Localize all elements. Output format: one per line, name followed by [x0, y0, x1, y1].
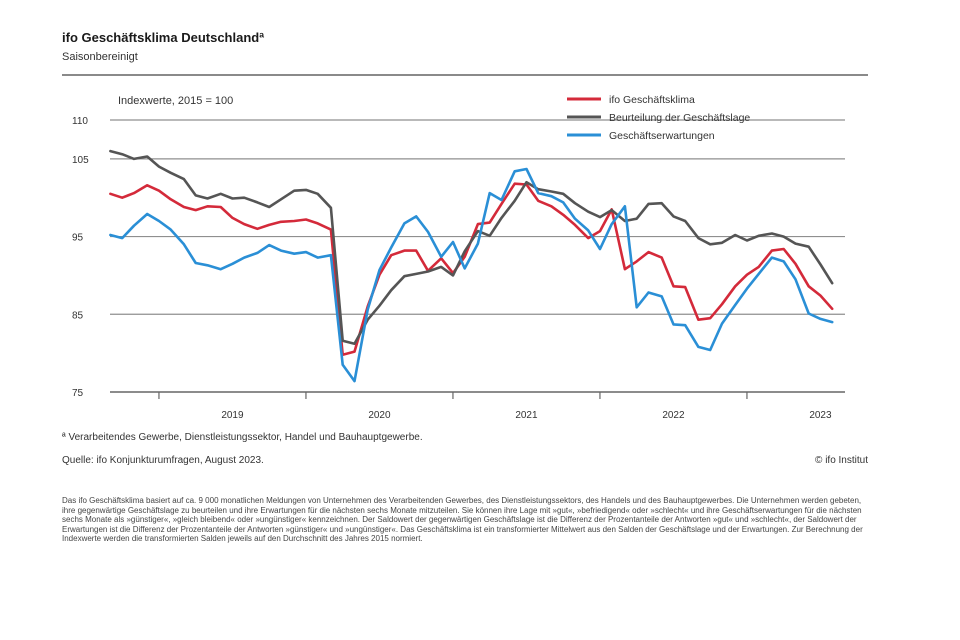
legend-label: ifo Geschäftsklima [609, 94, 695, 106]
y-tick-label: 110 [72, 116, 88, 127]
series-lines [109, 149, 834, 383]
x-tick-label: 2021 [515, 410, 538, 421]
y-tick-label: 105 [72, 155, 89, 166]
grid-lines [110, 119, 845, 315]
source-note: Quelle: ifo Konjunkturumfragen, August 2… [62, 455, 264, 466]
series-line [109, 167, 834, 383]
description-text: Das ifo Geschäftsklima basiert auf ca. 9… [62, 496, 863, 544]
credit: © ifo Institut [815, 455, 868, 466]
legend-label: Beurteilung der Geschäftslage [609, 112, 750, 124]
legend-label: Geschäftserwartungen [609, 130, 715, 142]
legend: ifo Geschäftsklima Beurteilung der Geschä… [567, 94, 750, 142]
index-note: Indexwerte, 2015 = 100 [118, 95, 233, 107]
x-tick-label: 2022 [662, 410, 685, 421]
y-tick-labels: 75 85 95 105 110 [72, 116, 89, 399]
x-tick-label: 2020 [368, 410, 391, 421]
header-rule [62, 74, 868, 76]
chart-title: ifo Geschäftsklima Deutschlandª [62, 30, 265, 45]
x-axis: 2019 2020 2021 2022 2023 [110, 391, 845, 421]
x-tick-label: 2023 [809, 410, 832, 421]
x-tick-label: 2019 [221, 410, 244, 421]
chart-subtitle: Saisonbereinigt [62, 51, 138, 63]
footnote: ª Verarbeitendes Gewerbe, Dienstleistung… [62, 432, 423, 443]
y-tick-label: 75 [72, 388, 84, 399]
y-tick-label: 85 [72, 310, 84, 321]
series-line [109, 149, 834, 346]
y-tick-label: 95 [72, 233, 84, 244]
